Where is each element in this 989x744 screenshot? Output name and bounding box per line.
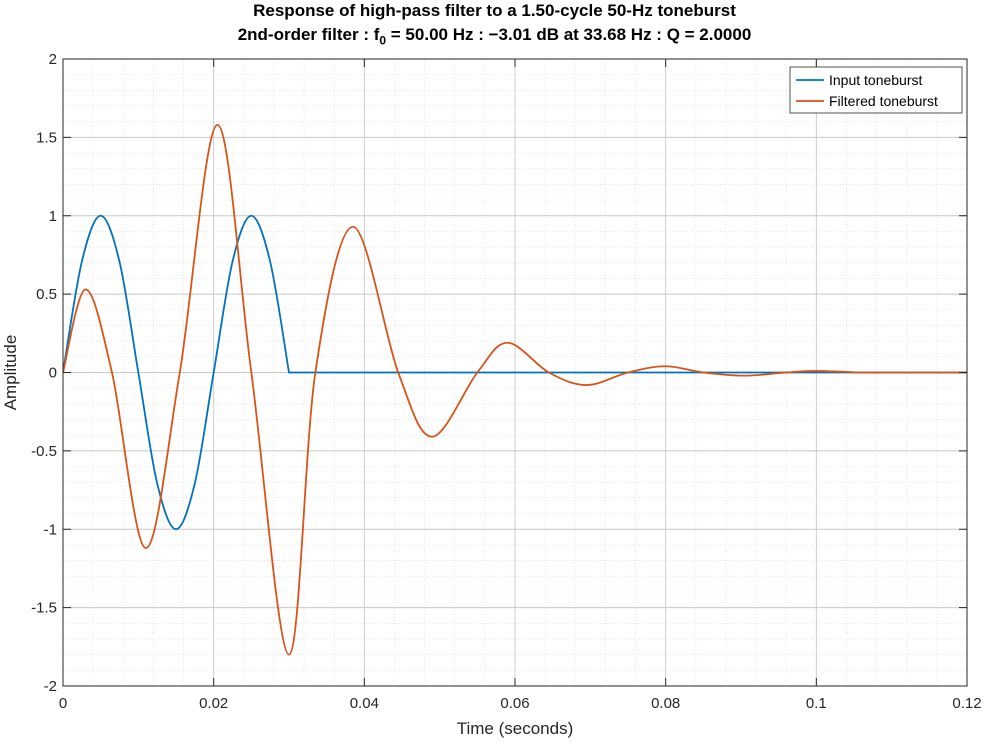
x-tick-label: 0.02	[199, 695, 228, 712]
legend-label-1: Filtered toneburst	[829, 93, 938, 109]
x-tick-label: 0.12	[952, 695, 981, 712]
y-tick-label: 0.5	[36, 286, 57, 303]
y-tick-label: 1	[49, 208, 57, 225]
chart-subtitle: 2nd-order filter : f0 = 50.00 Hz : −3.01…	[237, 25, 752, 48]
x-axis-label: Time (seconds)	[457, 719, 574, 738]
x-tick-label: 0.08	[651, 695, 680, 712]
x-tick-label: 0	[59, 695, 67, 712]
y-tick-label: -1.5	[31, 600, 57, 617]
y-tick-label: -2	[44, 678, 57, 695]
chart-title: Response of high-pass filter to a 1.50-c…	[253, 1, 736, 20]
series-line-0	[63, 214, 967, 531]
x-tick-label: 0.04	[350, 695, 379, 712]
y-tick-label: 2	[49, 51, 57, 68]
tick-marks	[62, 58, 968, 687]
legend-box	[789, 66, 963, 114]
legend: Input toneburst Filtered toneburst	[789, 66, 963, 114]
legend-label-0: Input toneburst	[829, 72, 923, 88]
y-axis-label: Amplitude	[1, 335, 20, 411]
x-tick-label: 0.06	[500, 695, 529, 712]
y-tick-label: 0	[49, 365, 57, 382]
y-tick-label: -1	[44, 521, 57, 538]
x-tick-label: 0.1	[806, 695, 827, 712]
y-tick-label: -0.5	[31, 443, 57, 460]
series-line-1	[63, 123, 967, 656]
y-tick-label: 1.5	[36, 129, 57, 146]
